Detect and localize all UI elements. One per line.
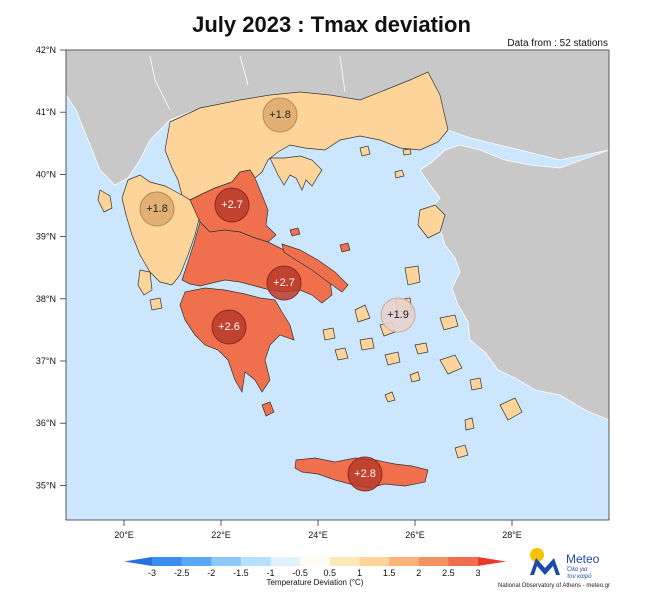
badge-label: +2.6 — [218, 321, 240, 333]
lon-tick-label: 20°E — [114, 530, 134, 540]
colorbar-tick-label: -3 — [148, 568, 156, 578]
colorbar-segment — [418, 557, 449, 566]
lat-tick-label: 42°N — [36, 45, 56, 55]
lon-tick-label: 28°E — [502, 530, 522, 540]
lat-tick-label: 37°N — [36, 356, 56, 366]
lat-tick-label: 35°N — [36, 480, 56, 490]
latitude-axis: 42°N 41°N 40°N 39°N 38°N 37°N 36°N 35°N — [36, 45, 66, 490]
colorbar-tick-label: 2.5 — [442, 568, 455, 578]
badge-label: +2.8 — [354, 468, 376, 480]
colorbar-segment — [300, 557, 331, 566]
land-east — [419, 144, 609, 421]
footer-credit: National Observatory of Athens - meteo.g… — [498, 583, 611, 589]
colorbar-tick-label: 2 — [416, 568, 421, 578]
lat-tick-label: 38°N — [36, 294, 56, 304]
meteo-logo: Meteo Όλα για τον καιρό — [530, 548, 600, 580]
colorbar-tick-label: -2 — [207, 568, 215, 578]
lat-tick-label: 39°N — [36, 232, 56, 242]
badge-aegean-islands: +1.9 — [380, 297, 416, 333]
colorbar-segment — [181, 557, 212, 566]
badge-label: +1.8 — [146, 203, 168, 215]
badge-peloponnese: +2.6 — [211, 309, 247, 345]
badge-crete: +2.8 — [347, 456, 383, 492]
colorbar-tick-label: 1 — [357, 568, 362, 578]
colorbar-segment — [240, 557, 271, 566]
map-title: July 2023 : Tmax deviation — [192, 12, 471, 37]
colorbar-tick-label: 3 — [475, 568, 480, 578]
colorbar-segment — [448, 557, 479, 566]
colorbar-segment — [389, 557, 420, 566]
colorbar-tick-label: -1 — [267, 568, 275, 578]
data-source-note: Data from : 52 stations — [507, 38, 608, 49]
colorbar-high-arrow — [478, 557, 506, 566]
colorbar-tick-label: -1.5 — [233, 568, 249, 578]
colorbar-segment — [211, 557, 242, 566]
badge-macedonia-thrace: +1.8 — [262, 97, 298, 133]
lon-tick-label: 24°E — [308, 530, 328, 540]
colorbar-low-arrow — [124, 557, 152, 566]
colorbar-segment — [270, 557, 301, 566]
sun-icon — [530, 548, 544, 562]
lat-tick-label: 41°N — [36, 107, 56, 117]
colorbar-tick-label: -2.5 — [174, 568, 190, 578]
colorbar-tick-label: 0.5 — [324, 568, 337, 578]
colorbar-segment — [152, 557, 182, 566]
colorbar-tick-label: 1.5 — [383, 568, 396, 578]
colorbar: -3 -2.5 -2 -1.5 -1 -0.5 0.5 1 1.5 2 2.5 3 — [124, 557, 506, 578]
lat-tick-label: 40°N — [36, 169, 56, 179]
lon-tick-label: 22°E — [211, 530, 231, 540]
logo-tagline-2: τον καιρό — [567, 573, 592, 580]
colorbar-segment — [329, 557, 360, 566]
lat-tick-label: 36°N — [36, 418, 56, 428]
lon-tick-label: 26°E — [405, 530, 425, 540]
badge-label: +1.9 — [387, 309, 409, 321]
logo-name: Meteo — [566, 552, 600, 566]
colorbar-title: Temperature Deviation (°C) — [266, 578, 363, 587]
longitude-axis: 20°E 22°E 24°E 26°E 28°E — [114, 520, 522, 540]
logo-tagline-1: Όλα για — [566, 567, 588, 573]
badge-epirus: +1.8 — [139, 191, 175, 227]
badge-label: +2.7 — [273, 277, 295, 289]
colorbar-tick-label: -0.5 — [292, 568, 308, 578]
logo-mark-icon — [530, 558, 560, 575]
badge-label: +2.7 — [221, 199, 243, 211]
badge-thessaly: +2.7 — [214, 187, 250, 223]
badge-central-greece: +2.7 — [266, 265, 302, 301]
colorbar-segment — [359, 557, 390, 566]
badge-label: +1.8 — [269, 109, 291, 121]
